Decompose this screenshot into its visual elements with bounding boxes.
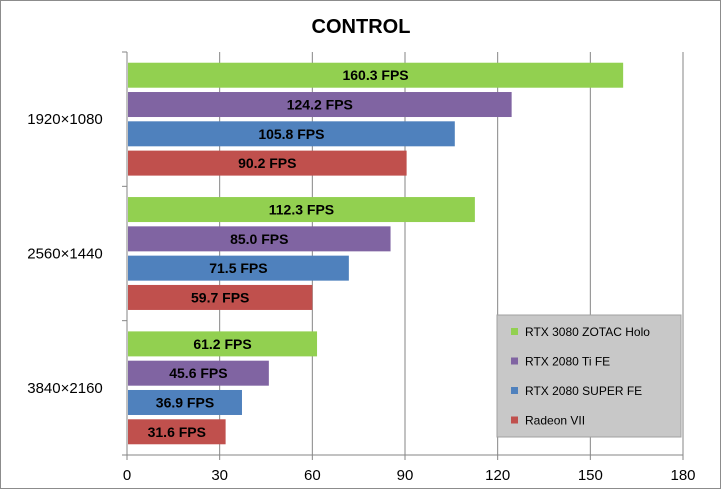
legend-label: RTX 2080 SUPER FE — [525, 384, 642, 398]
bar — [128, 197, 475, 223]
data-label: 124.2 FPS — [287, 97, 353, 113]
x-tick-label: 150 — [578, 467, 603, 484]
x-tick-label: 0 — [123, 467, 131, 484]
legend-swatch — [511, 387, 518, 394]
bar — [128, 226, 391, 252]
legend-swatch — [511, 328, 518, 335]
data-label: 31.6 FPS — [148, 424, 206, 440]
bar — [128, 284, 313, 310]
x-tick-label: 120 — [485, 467, 510, 484]
data-label: 90.2 FPS — [238, 155, 296, 171]
bar — [128, 419, 226, 445]
grid-lines — [219, 52, 684, 455]
data-label: 61.2 FPS — [193, 336, 251, 352]
data-label: 71.5 FPS — [209, 260, 267, 276]
chart-title: CONTROL — [312, 16, 411, 38]
bar — [128, 255, 349, 281]
x-tick-label: 30 — [211, 467, 228, 484]
legend-label: RTX 2080 Ti FE — [525, 355, 610, 369]
data-label: 59.7 FPS — [191, 289, 249, 305]
data-label: 85.0 FPS — [230, 231, 288, 247]
category-label: 2560×1440 — [27, 246, 103, 263]
legend-label: RTX 3080 ZOTAC Holo — [525, 325, 650, 339]
legend-swatch — [511, 416, 518, 424]
category-label: 3840×2160 — [27, 380, 103, 397]
legend: RTX 3080 ZOTAC Holo RTX 2080 Ti FE RTX 208… — [496, 314, 682, 438]
legend-label: Radeon VII — [525, 414, 585, 428]
data-label: 36.9 FPS — [156, 394, 214, 410]
bar — [128, 331, 318, 357]
data-label: 160.3 FPS — [342, 67, 408, 83]
x-tick-label: 90 — [397, 467, 414, 484]
bar — [128, 92, 512, 118]
category-label: 1920×1080 — [27, 111, 103, 128]
bar — [128, 360, 269, 386]
bars-group: 160.3 FPS 124.2 FPS 105.8 FPS 90.2 FPS 112.3… — [128, 62, 624, 445]
data-label: 45.6 FPS — [169, 365, 227, 381]
bar — [128, 389, 242, 415]
bar — [128, 150, 407, 176]
x-tick-label: 180 — [670, 467, 695, 484]
axes-group: 0 30 60 90 120 150 180 1920×1080 2560×1440 3840×2… — [27, 51, 696, 484]
data-label: 105.8 FPS — [258, 126, 324, 142]
legend-swatch — [511, 357, 518, 365]
bar — [128, 121, 455, 147]
legend-box — [496, 314, 682, 438]
x-tick-label: 60 — [304, 467, 321, 484]
data-label: 112.3 FPS — [269, 202, 334, 218]
bar — [128, 62, 624, 88]
